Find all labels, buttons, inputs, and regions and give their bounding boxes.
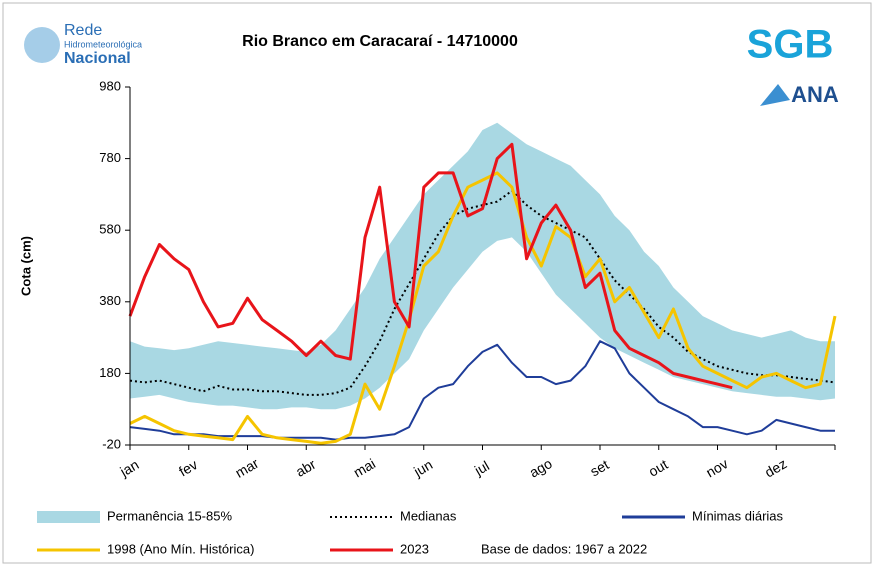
y-tick-label: 180 <box>99 365 121 380</box>
y-tick-label: -20 <box>102 436 121 451</box>
y-axis-label: Cota (cm) <box>18 236 33 296</box>
logo-text: Rede <box>64 22 102 39</box>
y-tick-label: 780 <box>99 150 121 165</box>
series-line <box>128 142 733 390</box>
x-tick-label: jul <box>471 457 492 478</box>
series-line <box>129 171 837 445</box>
legend-swatch <box>37 511 100 523</box>
annotation: Base de dados: 1967 a 2022 <box>481 541 647 556</box>
ana-logo-icon <box>760 84 790 106</box>
y-tick-label: 580 <box>99 222 121 237</box>
legend-label: 1998 (Ano Mín. Histórica) <box>107 541 254 556</box>
logo-text: Hidrometeorológica <box>64 39 142 49</box>
logo-text: ANA <box>791 82 839 107</box>
legend-label: Mínimas diárias <box>692 508 784 523</box>
chart-title: Rio Branco em Caracaraí - 14710000 <box>242 33 518 50</box>
series-line <box>129 340 835 441</box>
legend-label: Permanência 15-85% <box>107 508 232 523</box>
legend-label: Medianas <box>400 508 457 523</box>
rede-logo-icon <box>24 27 60 63</box>
logo-text: Nacional <box>64 50 131 67</box>
frame <box>2 2 872 564</box>
logo-text: SGB <box>747 23 834 67</box>
legend-label: 2023 <box>400 541 429 556</box>
y-tick-label: 380 <box>99 293 121 308</box>
y-tick-label: 980 <box>99 78 121 93</box>
